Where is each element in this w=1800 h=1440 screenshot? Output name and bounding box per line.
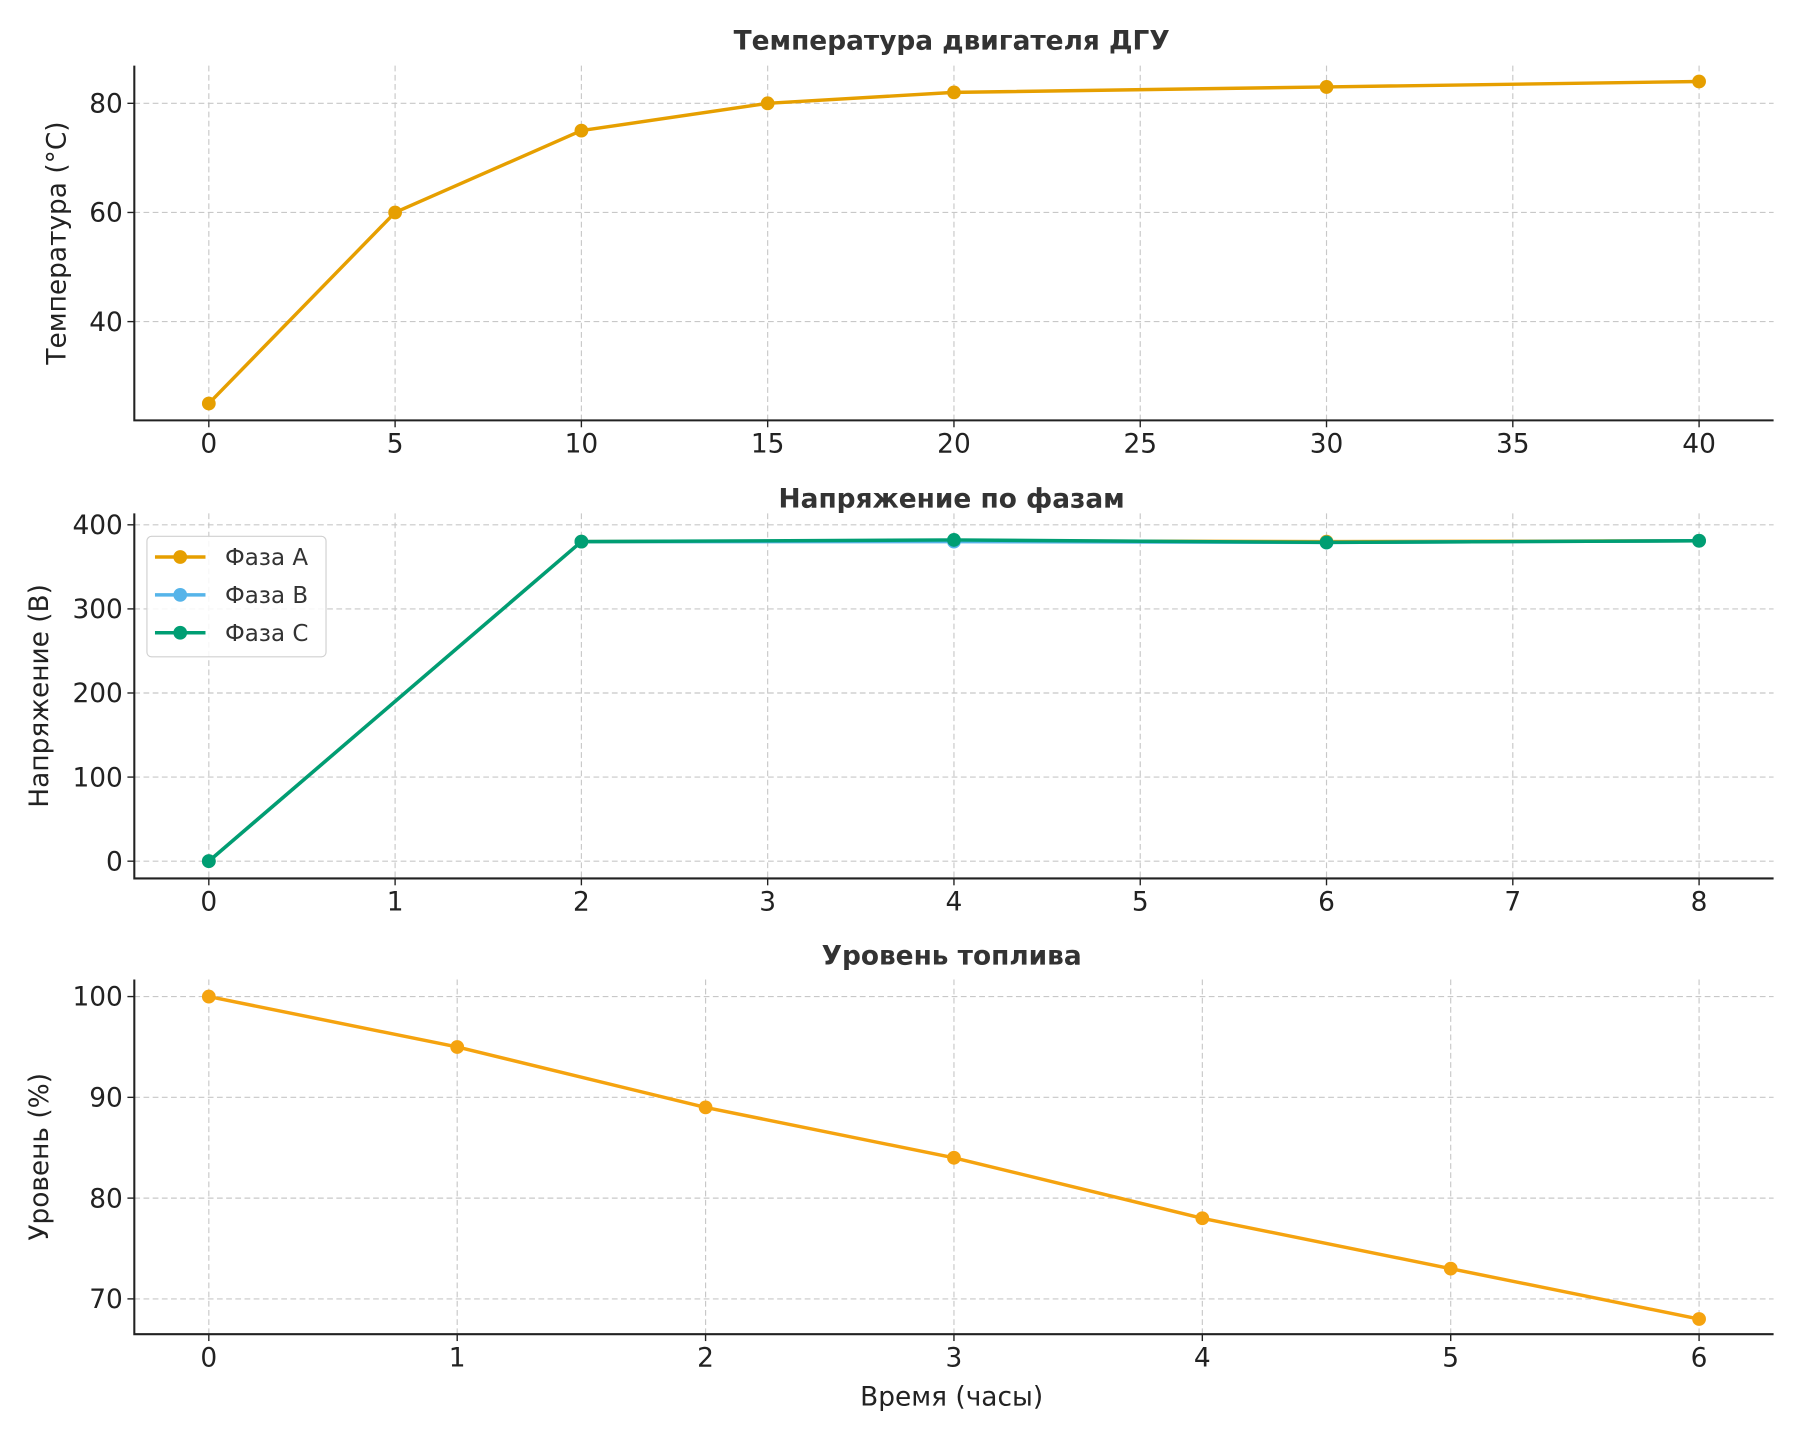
x-tick-label: 5	[1442, 1342, 1459, 1373]
data-point	[1692, 74, 1706, 89]
legend-box	[146, 535, 327, 658]
x-tick-label: 6	[1691, 1342, 1708, 1373]
data-point	[1692, 1312, 1706, 1326]
y-tick-label: 90	[89, 1083, 123, 1114]
legend-marker	[173, 587, 188, 602]
chart-title: Уровень топлива	[822, 941, 1082, 972]
x-tick-label: 2	[697, 1342, 714, 1373]
x-tick-label: 3	[946, 1342, 963, 1373]
x-tick-label: 2	[573, 887, 590, 918]
x-tick-label: 6	[1318, 887, 1335, 918]
data-point	[201, 396, 216, 411]
y-tick-label: 80	[89, 1183, 123, 1214]
y-axis-label: Температура (°C)	[41, 121, 72, 365]
x-tick-label: 25	[1123, 429, 1157, 460]
y-tick-label: 80	[89, 89, 123, 120]
y-tick-label: 40	[89, 307, 123, 338]
chart-1: Температура двигателя ДГУ 0 5 10 15 20 25 30 35 4…	[41, 26, 1774, 460]
data-point	[574, 534, 589, 549]
data-point	[760, 96, 775, 111]
legend-marker	[173, 625, 188, 640]
x-tick-label: 1	[387, 887, 404, 918]
y-tick-label: 300	[72, 594, 122, 625]
x-tick-label: 5	[387, 429, 404, 460]
legend-label: Фаза B	[225, 583, 308, 609]
data-point	[1195, 1211, 1210, 1226]
legend-marker	[173, 550, 188, 564]
x-tick-label: 1	[449, 1342, 466, 1373]
chart-2: Напряжение по фазам 0 1 2 3 4 5 6 7 8 0 100 200 300 40…	[24, 484, 1774, 918]
data-point	[698, 1100, 713, 1115]
data-point	[947, 1150, 961, 1165]
x-tick-label: 30	[1310, 429, 1344, 460]
axes-spine	[133, 979, 1774, 1336]
y-tick-label: 200	[72, 678, 122, 709]
legend: Фаза A Фаза B Фаза C	[146, 535, 327, 658]
y-axis-label: Напряжение (В)	[24, 584, 55, 808]
data-point	[574, 123, 589, 138]
y-tick-label: 70	[89, 1284, 123, 1315]
y-tick-label: 400	[72, 510, 122, 541]
x-tick-label: 0	[200, 429, 217, 460]
y-tick-label: 100	[72, 762, 122, 793]
chart-title: Температура двигателя ДГУ	[734, 26, 1170, 57]
data-point	[201, 989, 216, 1004]
y-tick-label: 0	[106, 846, 123, 877]
x-tick-label: 8	[1691, 887, 1708, 918]
x-tick-label: 7	[1504, 887, 1521, 918]
data-point	[201, 854, 216, 869]
data-point	[947, 85, 961, 100]
chart-3: Уровень топлива 0 1 2 3 4 5 6 70 80 90 100 Уровень (…	[24, 941, 1774, 1412]
legend-label: Фаза C	[225, 621, 308, 647]
y-tick-label: 60	[89, 198, 123, 229]
y-axis-label: Уровень (%)	[24, 1073, 55, 1241]
axes-spine	[133, 65, 1774, 422]
x-tick-label: 4	[946, 887, 963, 918]
chart-title: Напряжение по фазам	[779, 484, 1125, 515]
data-point	[1319, 535, 1334, 550]
data-point	[947, 533, 961, 547]
x-tick-label: 20	[937, 429, 971, 460]
y-tick-label: 100	[72, 982, 122, 1013]
x-tick-label: 35	[1496, 429, 1530, 460]
data-point	[1443, 1261, 1458, 1276]
data-point	[1692, 533, 1706, 548]
data-point	[1319, 80, 1334, 94]
x-tick-label: 15	[751, 429, 785, 460]
legend-label: Фаза A	[225, 545, 308, 571]
x-tick-label: 5	[1132, 887, 1149, 918]
x-tick-label: 3	[759, 887, 776, 918]
x-tick-label: 40	[1682, 429, 1716, 460]
x-tick-label: 4	[1194, 1342, 1211, 1373]
x-axis-label: Время (часы)	[860, 1381, 1043, 1412]
x-tick-label: 0	[200, 887, 217, 918]
x-tick-label: 0	[200, 1342, 217, 1373]
axes-spine	[133, 513, 1774, 880]
x-tick-label: 10	[565, 429, 599, 460]
data-point	[450, 1040, 465, 1054]
data-point	[388, 205, 402, 220]
